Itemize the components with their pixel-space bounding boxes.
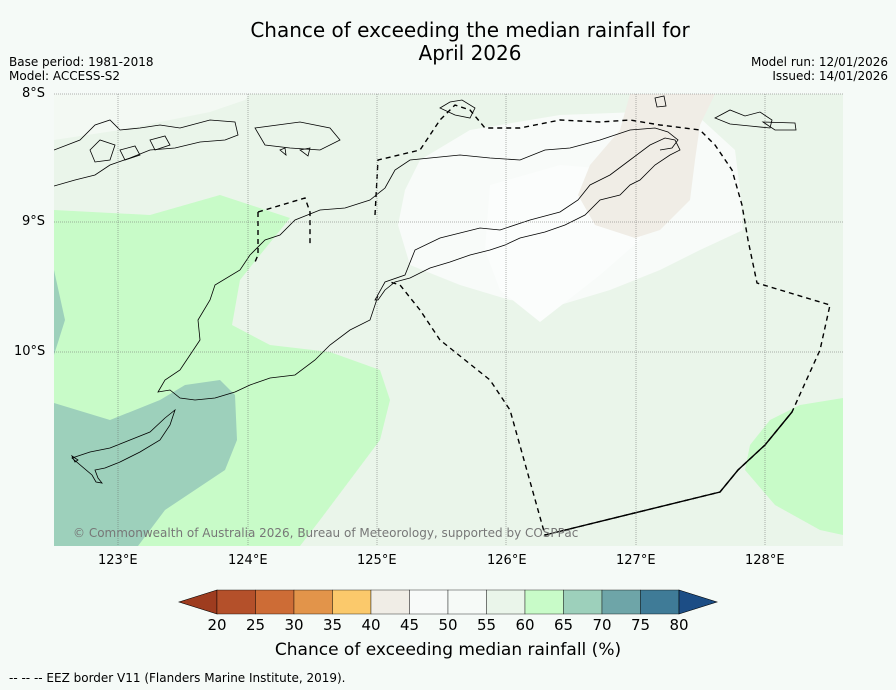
eez-border-line [254, 104, 831, 536]
map-title: Chance of exceeding the median rainfall … [0, 19, 896, 65]
atauro-island [439, 99, 476, 119]
colorbar-tick-label: 65 [553, 616, 574, 634]
colorbar-tick-label: 80 [669, 616, 689, 634]
colorbar-swatch [524, 589, 564, 615]
colorbar-swatch [370, 589, 410, 615]
colorbar-tick-label: 40 [361, 616, 381, 634]
colorbar-tick-label: 55 [476, 616, 497, 634]
lat-label: 9°S [22, 214, 46, 229]
lat-label: 10°S [14, 344, 46, 359]
colorbar-extend-high [678, 589, 718, 615]
lon-label: 126°E [487, 553, 527, 568]
model-text: Model: ACCESS-S2 [9, 69, 121, 83]
lon-label: 127°E [616, 553, 656, 568]
colorbar-swatch [563, 589, 603, 615]
colorbar-tick-label: 20 [207, 616, 227, 634]
issued-text: Issued: 14/01/2026 [772, 69, 888, 83]
model-run-text: Model run: 12/01/2026 [750, 55, 888, 69]
colorbar-tick-label: 50 [438, 616, 458, 634]
gridlines [54, 93, 843, 546]
meta-right: Model run: 12/01/2026 Issued: 14/01/2026 [751, 55, 888, 83]
colorbar-extend-low [178, 589, 218, 615]
colorbar [178, 589, 718, 615]
wetar-islands [254, 121, 341, 157]
colorbar-swatch [601, 589, 641, 615]
timor-coast-south [374, 137, 681, 301]
colorbar-tick-label: 60 [515, 616, 535, 634]
colorbar-swatch [409, 589, 449, 615]
eez-border-solid [544, 411, 793, 536]
band-65-70-edge [54, 270, 65, 355]
timor-coast-north [157, 127, 679, 401]
colorbar-swatch [332, 589, 372, 615]
band-60-65-east [745, 398, 843, 535]
lon-label: 123°E [98, 553, 138, 568]
base-period-text: Base period: 1981-2018 [9, 55, 154, 69]
colorbar-tick-label: 45 [399, 616, 420, 634]
colorbar-tick-label: 75 [630, 616, 651, 634]
colorbar-swatch [255, 589, 295, 615]
rote-island [70, 408, 176, 484]
title-line-2: April 2026 [418, 41, 522, 65]
colorbar-swatch [486, 589, 526, 615]
lon-label: 128°E [745, 553, 785, 568]
colorbar-tick-label: 25 [245, 616, 266, 634]
lon-label: 125°E [357, 553, 397, 568]
colorbar-tick-label: 35 [322, 616, 343, 634]
eastern-islands [654, 95, 797, 131]
colorbar-swatch [640, 589, 680, 615]
band-light-top [54, 94, 250, 140]
colorbar-swatch [216, 589, 256, 615]
rainfall-probability-field [54, 94, 843, 546]
colorbar-tick-label: 30 [284, 616, 304, 634]
lon-label: 124°E [228, 553, 268, 568]
meta-left: Base period: 1981-2018 Model: ACCESS-S2 [9, 55, 154, 83]
title-line-1: Chance of exceeding the median rainfall … [250, 18, 690, 42]
copyright-text: © Commonwealth of Australia 2026, Bureau… [73, 526, 579, 540]
band-40-45 [578, 94, 715, 238]
small-islands-north [89, 135, 171, 163]
footnote: -- -- -- EEZ border V11 (Flanders Marine… [9, 671, 346, 685]
colorbar-label: Chance of exceeding median rainfall (%) [274, 640, 622, 660]
lat-label: 8°S [22, 86, 46, 101]
flores-coastline [54, 119, 239, 187]
colorbar-swatch [293, 589, 333, 615]
colorbar-tick-label: 70 [592, 616, 612, 634]
colorbar-swatch [447, 589, 487, 615]
band-65-70 [54, 380, 237, 546]
